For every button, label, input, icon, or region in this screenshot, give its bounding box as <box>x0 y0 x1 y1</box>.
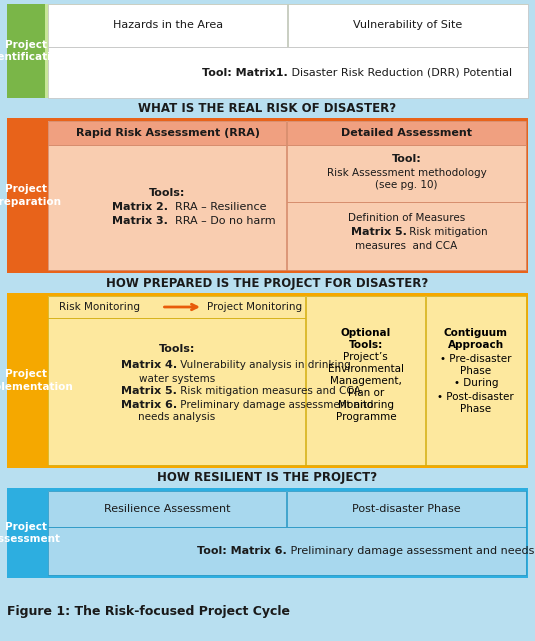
Bar <box>7 488 528 578</box>
Text: Contiguum: Contiguum <box>444 328 508 338</box>
Text: Post-disaster Phase: Post-disaster Phase <box>352 504 461 514</box>
Bar <box>7 293 45 468</box>
Text: Tool: Matrix1.: Tool: Matrix1. <box>202 67 288 78</box>
Text: • During: • During <box>454 378 498 388</box>
Text: Project
Implementation: Project Implementation <box>0 369 73 392</box>
Text: • Post-disaster: • Post-disaster <box>438 392 514 401</box>
Text: Risk mitigation measures and CCA: Risk mitigation measures and CCA <box>177 387 361 397</box>
Bar <box>48 491 526 575</box>
Text: Risk Monitoring: Risk Monitoring <box>59 302 140 312</box>
Text: • Pre-disaster: • Pre-disaster <box>440 353 511 363</box>
Text: Vulnerability analysis in drinking: Vulnerability analysis in drinking <box>177 360 351 370</box>
Text: measures  and CCA: measures and CCA <box>355 241 457 251</box>
Text: Detailed Assessment: Detailed Assessment <box>341 128 472 138</box>
Bar <box>0 273 535 293</box>
Text: Plan or: Plan or <box>348 388 384 397</box>
Text: RRA – Resilience: RRA – Resilience <box>167 203 266 213</box>
Text: Resilience Assessment: Resilience Assessment <box>104 504 231 514</box>
Text: Monitoring: Monitoring <box>338 399 394 410</box>
Text: Matrix 3.: Matrix 3. <box>112 217 167 226</box>
Bar <box>48 121 286 145</box>
Text: (see pg. 10): (see pg. 10) <box>375 181 438 190</box>
Text: Matrix 5.: Matrix 5. <box>121 387 177 397</box>
Text: Definition of Measures: Definition of Measures <box>348 213 465 223</box>
Bar <box>48 296 305 318</box>
Bar <box>7 293 528 468</box>
Bar <box>7 4 45 98</box>
Text: Rapid Risk Assessment (RRA): Rapid Risk Assessment (RRA) <box>75 128 259 138</box>
Bar <box>0 468 535 488</box>
Bar <box>0 98 535 118</box>
Text: needs analysis: needs analysis <box>139 413 216 422</box>
Text: Matrix 4.: Matrix 4. <box>121 360 177 370</box>
Text: Tools:: Tools: <box>149 188 186 199</box>
Bar <box>306 296 425 465</box>
Bar <box>287 491 526 527</box>
Bar <box>48 4 287 47</box>
Text: HOW PREPARED IS THE PROJECT FOR DISASTER?: HOW PREPARED IS THE PROJECT FOR DISASTER… <box>106 276 429 290</box>
Bar <box>48 145 286 270</box>
Bar <box>426 296 526 465</box>
Bar <box>48 121 526 270</box>
Bar <box>7 4 528 98</box>
Text: Project’s: Project’s <box>343 351 388 362</box>
Bar <box>287 145 526 202</box>
Bar <box>287 121 526 145</box>
Text: Preliminary damage assessment and needs analysis: Preliminary damage assessment and needs … <box>287 546 535 556</box>
Bar <box>48 318 305 465</box>
Bar <box>48 491 286 527</box>
Text: Matrix 2.: Matrix 2. <box>111 203 167 213</box>
Text: Phase: Phase <box>460 365 491 376</box>
Bar <box>288 4 528 47</box>
Text: Risk mitigation: Risk mitigation <box>407 227 488 237</box>
Bar <box>7 118 528 273</box>
Bar <box>7 118 45 273</box>
Text: Optional: Optional <box>341 328 391 338</box>
Text: Figure 1: The Risk-focused Project Cycle: Figure 1: The Risk-focused Project Cycle <box>7 606 290 619</box>
Text: Project Monitoring: Project Monitoring <box>207 302 302 312</box>
Text: Approach: Approach <box>448 340 504 349</box>
Bar <box>48 296 526 465</box>
Bar <box>48 527 526 575</box>
Bar <box>7 488 45 578</box>
Text: Tools:: Tools: <box>159 344 195 354</box>
Text: Tool: Matrix 6.: Tool: Matrix 6. <box>197 546 287 556</box>
Text: WHAT IS THE REAL RISK OF DISASTER?: WHAT IS THE REAL RISK OF DISASTER? <box>139 101 396 115</box>
Text: Tool:: Tool: <box>392 154 422 165</box>
Text: Environmental: Environmental <box>328 363 404 374</box>
Text: Project
Preparation: Project Preparation <box>0 184 61 207</box>
Text: Matrix 6.: Matrix 6. <box>121 399 177 410</box>
Text: Project
Assessment: Project Assessment <box>0 522 61 544</box>
Text: Programme: Programme <box>335 412 396 422</box>
Text: Matrix 5.: Matrix 5. <box>350 227 407 237</box>
Bar <box>48 47 528 98</box>
Text: Tools:: Tools: <box>349 340 383 349</box>
Text: Phase: Phase <box>460 403 491 413</box>
Bar <box>287 202 526 270</box>
Text: Disaster Risk Reduction (DRR) Potential: Disaster Risk Reduction (DRR) Potential <box>288 67 512 78</box>
Text: HOW RESILIENT IS THE PROJECT?: HOW RESILIENT IS THE PROJECT? <box>157 472 378 485</box>
Text: Project
Identification: Project Identification <box>0 40 66 62</box>
Text: Preliminary damage assessment and: Preliminary damage assessment and <box>177 399 373 410</box>
Text: Hazards in the Area: Hazards in the Area <box>113 21 223 31</box>
Text: Risk Assessment methodology: Risk Assessment methodology <box>327 169 486 178</box>
Text: RRA – Do no harm: RRA – Do no harm <box>167 217 275 226</box>
Text: Management,: Management, <box>330 376 402 385</box>
Text: Vulnerability of Site: Vulnerability of Site <box>354 21 463 31</box>
Text: water systems: water systems <box>139 374 215 383</box>
